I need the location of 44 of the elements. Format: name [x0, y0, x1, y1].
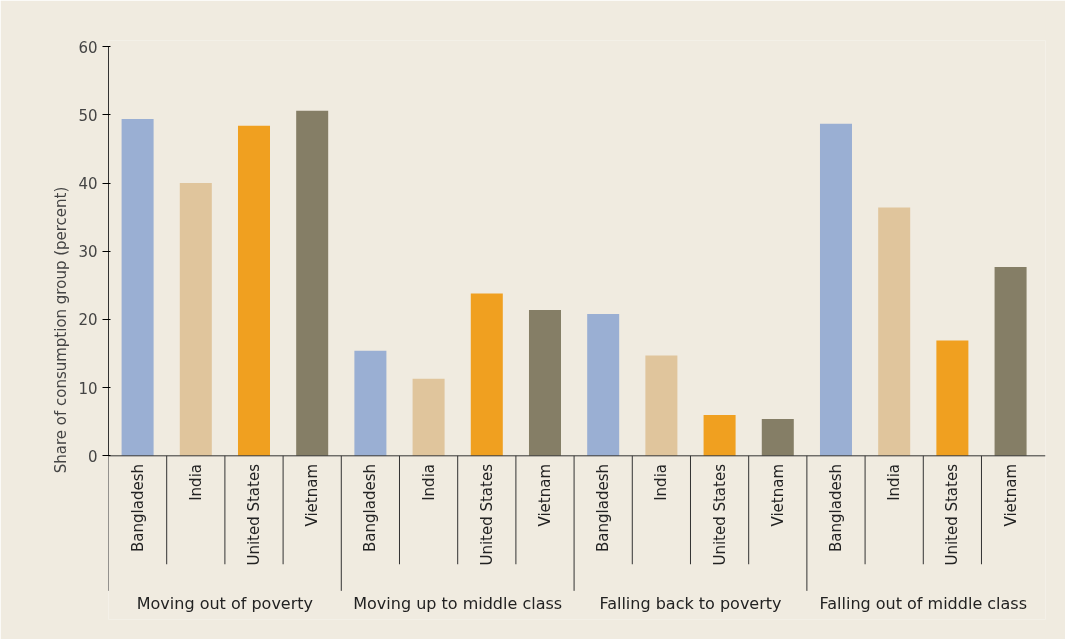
x-tick-label: India [885, 464, 904, 501]
bar [354, 350, 387, 456]
x-tick-label: India [419, 464, 438, 501]
bar [936, 340, 969, 456]
bar [878, 207, 911, 456]
x-tick-label: India [652, 464, 671, 501]
x-tick-label: United States [943, 463, 962, 566]
y-tick-label: 40 [78, 175, 98, 194]
bar [761, 419, 794, 456]
bar [587, 313, 620, 456]
bar [470, 293, 503, 456]
bar [703, 414, 736, 456]
bar [528, 309, 561, 456]
y-tick-label: 50 [78, 106, 98, 125]
y-tick-label: 0 [87, 447, 98, 466]
bar [179, 183, 212, 456]
bar [296, 110, 329, 456]
x-tick-label: Vietnam [768, 464, 787, 527]
x-tick-label: Bangladesh [128, 464, 147, 552]
bar [819, 123, 852, 456]
x-tick-label: Bangladesh [594, 464, 613, 552]
x-tick-label: United States [477, 463, 496, 566]
y-axis-title: Share of consumption group (percent) [52, 186, 71, 474]
text: Falling back to poverty [599, 593, 782, 613]
x-tick-label: Bangladesh [826, 464, 845, 552]
y-tick-label: 10 [78, 379, 98, 398]
text: Moving out of poverty [136, 593, 314, 613]
bar [412, 378, 445, 456]
bar [994, 266, 1027, 456]
y-tick-label: 60 [78, 38, 98, 57]
text: Moving up to middle class [353, 593, 563, 613]
x-tick-label: Bangladesh [361, 464, 380, 552]
y-tick-label: 20 [78, 311, 98, 330]
bar [121, 118, 154, 456]
text: Falling out of middle class [819, 593, 1028, 613]
x-tick-label: India [186, 464, 205, 501]
x-tick-label: United States [710, 463, 729, 566]
y-tick-label: 30 [78, 243, 98, 262]
bar [237, 125, 270, 456]
x-tick-label: Vietnam [1001, 464, 1020, 527]
bar [645, 355, 678, 456]
x-tick-label: United States [245, 463, 263, 566]
x-tick-label: Vietnam [535, 464, 554, 527]
x-tick-label: Vietnam [303, 464, 322, 527]
